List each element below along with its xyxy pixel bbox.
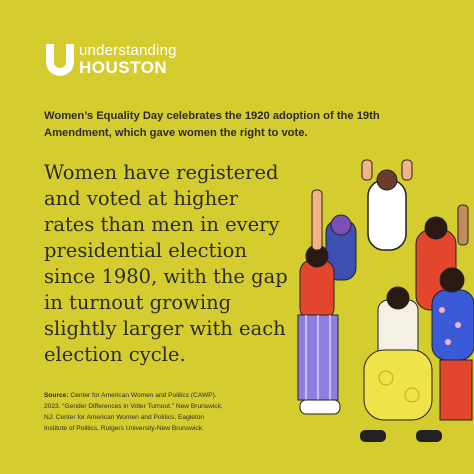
logo-text: HOUSTON [79, 58, 168, 77]
intro-line: Amendment, which gave women the right to… [44, 127, 308, 139]
source-line: 2023. “Gender Differences in Voter Turno… [44, 403, 223, 410]
source-line: NJ: Center for American Women and Politi… [44, 414, 205, 421]
logo-icon [46, 44, 74, 76]
intro: Women’s Equality Day celebrates the 1920… [44, 108, 434, 142]
headline-line: election cycle. [44, 343, 186, 366]
logo-text: understanding [79, 42, 177, 59]
intro-line: Women’s Equality Day celebrates the 1920… [44, 110, 380, 122]
source: Source: Center for American Women and Po… [44, 390, 294, 434]
illustration [297, 159, 474, 442]
headline-line: presidential election [44, 239, 247, 262]
source-text: Center for American Women and Politics (… [68, 392, 217, 399]
source-label: Source: [44, 392, 69, 399]
headline-line: and voted at higher [44, 187, 239, 210]
headline-line: slightly larger with each [44, 317, 286, 340]
headline: Women have registered and voted at higher… [44, 160, 288, 368]
headline-line: rates than men in every [44, 213, 280, 236]
source-line: Source: Center for American Women and Po… [44, 390, 294, 401]
source-line: Institute of Politics, Rutgers Universit… [44, 425, 204, 432]
headline-line: since 1980, with the gap [44, 265, 288, 288]
headline-line: Women have registered [44, 161, 279, 184]
headline-line: in turnout growing [44, 291, 232, 314]
